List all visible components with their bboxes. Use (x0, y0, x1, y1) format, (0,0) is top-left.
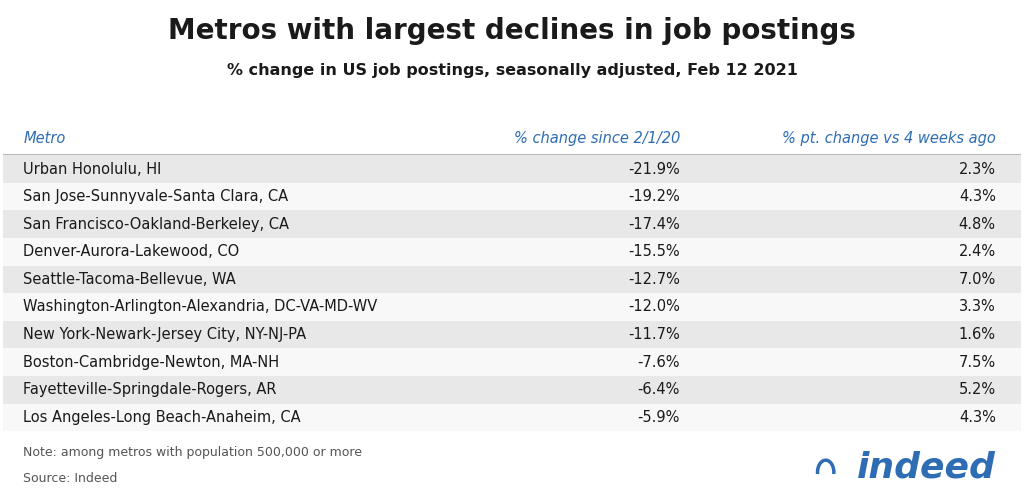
Bar (3, 376, 1021, 403)
Bar (3, 321, 1021, 348)
Text: San Francisco-Oakland-Berkeley, CA: San Francisco-Oakland-Berkeley, CA (24, 217, 289, 232)
Text: -11.7%: -11.7% (629, 327, 680, 342)
Text: San Jose-Sunnyvale-Santa Clara, CA: San Jose-Sunnyvale-Santa Clara, CA (24, 189, 289, 204)
Bar (3, 266, 1021, 293)
Text: -21.9%: -21.9% (629, 161, 680, 177)
Bar (3, 403, 1021, 431)
Bar (3, 183, 1021, 210)
Text: 1.6%: 1.6% (958, 327, 995, 342)
Text: -15.5%: -15.5% (629, 245, 680, 259)
Text: Los Angeles-Long Beach-Anaheim, CA: Los Angeles-Long Beach-Anaheim, CA (24, 410, 301, 425)
Text: Fayetteville-Springdale-Rogers, AR: Fayetteville-Springdale-Rogers, AR (24, 382, 276, 397)
Text: 2.3%: 2.3% (958, 161, 995, 177)
Bar (3, 348, 1021, 376)
Text: Seattle-Tacoma-Bellevue, WA: Seattle-Tacoma-Bellevue, WA (24, 272, 236, 287)
Text: % change since 2/1/20: % change since 2/1/20 (514, 131, 680, 146)
Text: -12.0%: -12.0% (628, 299, 680, 314)
Text: -7.6%: -7.6% (638, 355, 680, 370)
Text: % change in US job postings, seasonally adjusted, Feb 12 2021: % change in US job postings, seasonally … (226, 63, 798, 78)
Text: Washington-Arlington-Alexandria, DC-VA-MD-WV: Washington-Arlington-Alexandria, DC-VA-M… (24, 299, 378, 314)
Text: 7.5%: 7.5% (958, 355, 995, 370)
Text: Urban Honolulu, HI: Urban Honolulu, HI (24, 161, 162, 177)
Text: 5.2%: 5.2% (958, 382, 995, 397)
Bar (3, 155, 1021, 183)
Bar (3, 238, 1021, 266)
Text: -5.9%: -5.9% (638, 410, 680, 425)
Bar (3, 210, 1021, 238)
Text: 2.4%: 2.4% (958, 245, 995, 259)
Text: Boston-Cambridge-Newton, MA-NH: Boston-Cambridge-Newton, MA-NH (24, 355, 280, 370)
Text: Metros with largest declines in job postings: Metros with largest declines in job post… (168, 17, 856, 46)
Text: -17.4%: -17.4% (629, 217, 680, 232)
Text: Denver-Aurora-Lakewood, CO: Denver-Aurora-Lakewood, CO (24, 245, 240, 259)
Text: -19.2%: -19.2% (629, 189, 680, 204)
Text: 4.3%: 4.3% (958, 189, 995, 204)
Text: Source: Indeed: Source: Indeed (24, 472, 118, 485)
Bar (3, 293, 1021, 321)
Text: 3.3%: 3.3% (959, 299, 995, 314)
Text: Note: among metros with population 500,000 or more: Note: among metros with population 500,0… (24, 446, 362, 459)
Text: Metro: Metro (24, 131, 66, 146)
Text: -12.7%: -12.7% (628, 272, 680, 287)
Text: 7.0%: 7.0% (958, 272, 995, 287)
Text: indeed: indeed (857, 450, 995, 485)
Text: -6.4%: -6.4% (638, 382, 680, 397)
Text: New York-Newark-Jersey City, NY-NJ-PA: New York-Newark-Jersey City, NY-NJ-PA (24, 327, 306, 342)
Text: 4.3%: 4.3% (958, 410, 995, 425)
Text: 4.8%: 4.8% (958, 217, 995, 232)
Text: % pt. change vs 4 weeks ago: % pt. change vs 4 weeks ago (782, 131, 995, 146)
